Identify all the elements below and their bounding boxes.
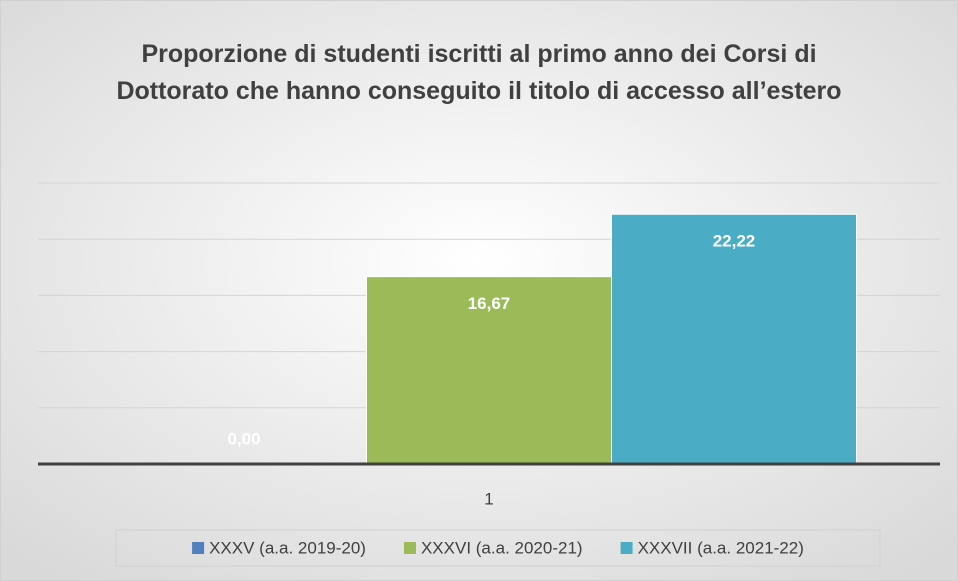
legend-marker [403,542,416,554]
data-label: 22,22 [713,232,756,251]
legend-marker [620,542,633,554]
legend-box [115,529,881,567]
legend-label: XXXV (a.a. 2019-20) [209,538,366,557]
bar [366,276,612,465]
chart-title: Proporzione di studenti iscritti al prim… [116,40,842,105]
data-label: 0,00 [227,429,260,448]
legend-label: XXXVI (a.a. 2020-21) [421,538,583,557]
legend-label: XXXVII (a.a. 2021-22) [638,538,804,557]
legend-marker [192,542,205,554]
data-label: 16,67 [468,294,511,313]
x-tick-label: 1 [484,489,493,508]
bar [611,213,857,465]
